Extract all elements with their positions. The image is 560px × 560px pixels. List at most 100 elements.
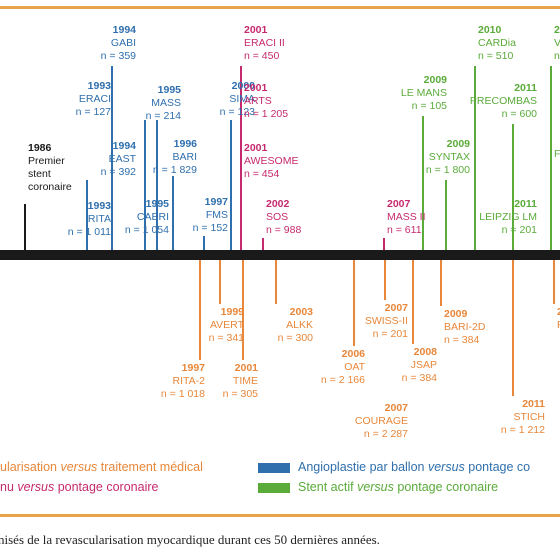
legend-item-stent-actif-vs-pontage: Stent actif versus pontage coronaire bbox=[258, 480, 498, 494]
event-tick-jsap bbox=[412, 260, 414, 344]
event-tick-sos bbox=[262, 238, 264, 250]
event-line: n = 1 205 bbox=[244, 108, 289, 120]
event-year: 2010 bbox=[478, 24, 502, 36]
event-line: n = 341 bbox=[208, 332, 244, 344]
legend-text: traitement médical bbox=[97, 460, 203, 474]
event-line: n = 2 166 bbox=[320, 374, 365, 386]
event-year: 2007 bbox=[387, 198, 411, 210]
event-year: 1997 bbox=[181, 362, 205, 374]
event-leipzig: 2011 LEIPZIG LM n = 201 bbox=[447, 198, 537, 237]
event-line: n = 123 bbox=[219, 106, 255, 118]
legend-text: versus bbox=[357, 480, 394, 494]
event-tick-swiss-ii bbox=[384, 260, 386, 300]
event-year: 1994 bbox=[112, 24, 136, 36]
event-tick-cardia bbox=[474, 66, 476, 250]
legend: ularisation versus traitement médical Ang… bbox=[0, 452, 560, 502]
event-cabri: 1995 CABRI n = 1 054 bbox=[79, 198, 169, 237]
event-year: 2007 bbox=[384, 302, 408, 314]
event-line: n = 1 829 bbox=[152, 164, 197, 176]
event-avert: 1999 AVERT n = 341 bbox=[154, 306, 244, 345]
event-line: n = bbox=[554, 50, 560, 62]
event-bari-2d: 2009 BARI-2D n = 384 bbox=[444, 308, 485, 347]
event-tick-rita bbox=[86, 180, 88, 250]
event-year: 2009 bbox=[446, 138, 470, 150]
event-fr-cut: FR bbox=[554, 148, 560, 161]
event-tick-bari bbox=[172, 176, 174, 250]
event-year: 1986 bbox=[28, 142, 52, 154]
event-trial-name: JSAP bbox=[410, 359, 437, 371]
event-year: 2001 bbox=[244, 24, 268, 36]
figure-caption: nisés de la revascularisation myocardiqu… bbox=[0, 532, 380, 547]
event-line: n = 1 800 bbox=[425, 164, 470, 176]
event-tick-time bbox=[242, 260, 244, 360]
event-year: 2003 bbox=[289, 306, 313, 318]
event-line: n = 611 bbox=[387, 224, 422, 236]
event-tick-cabri bbox=[144, 120, 146, 250]
event-fms: 1997 FMS n = 152 bbox=[138, 196, 228, 235]
event-line: stent bbox=[28, 168, 51, 180]
event-year: 2002 bbox=[266, 198, 290, 210]
event-line: n = 454 bbox=[244, 168, 280, 180]
event-line: n = 214 bbox=[145, 110, 181, 122]
legend-text: pontage coronaire bbox=[393, 480, 499, 494]
tick-extra bbox=[24, 204, 26, 250]
event-rita: 1993 RITA n = 1 011 bbox=[21, 200, 111, 239]
event-line: n = 359 bbox=[100, 50, 136, 62]
event-va-cut: 2010VAn = bbox=[554, 24, 560, 63]
event-swiss-ii: 2007 SWISS-II n = 201 bbox=[318, 302, 408, 341]
event-trial-name: FMS bbox=[205, 209, 228, 221]
event-year: 2 bbox=[557, 306, 560, 318]
event-year: 1994 bbox=[112, 140, 136, 152]
event-line: n = 1 054 bbox=[124, 224, 169, 236]
event-trial-name: SYNTAX bbox=[428, 151, 470, 163]
event-tick-bari-2d bbox=[440, 260, 442, 306]
legend-text: pontage coronaire bbox=[54, 480, 159, 494]
event-sima: 2000 SIMA n = 123 bbox=[165, 80, 255, 119]
event-tick-syntax bbox=[445, 180, 447, 250]
event-year: 1997 bbox=[204, 196, 228, 208]
event-line: n = 305 bbox=[222, 388, 258, 400]
event-trial-name: RITA bbox=[87, 213, 111, 225]
tick-extra bbox=[203, 236, 205, 250]
legend-item-revasc-vs-medical: ularisation versus traitement médical bbox=[0, 460, 203, 474]
top-rule bbox=[0, 6, 560, 9]
legend-text: Stent actif bbox=[298, 480, 358, 494]
event-line: n = 105 bbox=[411, 100, 447, 112]
event-alkk: 2003 ALKK n = 300 bbox=[223, 306, 313, 345]
event-year: 2006 bbox=[341, 348, 365, 360]
legend-item-stent-nu-vs-pontage: nu versus pontage coronaire bbox=[0, 480, 158, 494]
event-year: 1993 bbox=[87, 80, 111, 92]
event-eraci-ii: 2001 ERACI II n = 450 bbox=[244, 24, 285, 63]
event-line: coronaire bbox=[28, 181, 72, 193]
legend-swatch bbox=[258, 462, 290, 473]
event-year: 2011 bbox=[514, 82, 537, 94]
event-tick-stich bbox=[512, 260, 514, 396]
event-trial-name: ALKK bbox=[286, 319, 313, 331]
legend-item-angio-vs-pontage: Angioplastie par ballon versus pontage c… bbox=[258, 460, 530, 474]
event-year: 2001 bbox=[244, 82, 268, 94]
event-trial-name: OAT bbox=[344, 361, 365, 373]
event-year: 2009 bbox=[444, 308, 468, 320]
event-line: n = 2 287 bbox=[363, 428, 408, 440]
event-trial-name: STICH bbox=[513, 411, 546, 423]
event-line: n = 201 bbox=[501, 224, 537, 236]
event-trial-name: ARTS bbox=[244, 95, 272, 107]
event-awesome: 2001 AWESOME n = 454 bbox=[244, 142, 298, 181]
event-line: n = 1 212 bbox=[500, 424, 545, 436]
event-year: 1995 bbox=[157, 84, 181, 96]
event-year: 2011 bbox=[522, 398, 545, 410]
event-jsap: 2008 JSAP n = 384 bbox=[347, 346, 437, 385]
event-line: n = 510 bbox=[478, 50, 514, 62]
event-courage: 2007 COURAGE n = 2 287 bbox=[318, 402, 408, 441]
event-trial-name: FR bbox=[554, 148, 560, 160]
event-premier-stent: 1986 Premier stent coronaire bbox=[28, 142, 72, 194]
event-east: 1994 EAST n = 392 bbox=[46, 140, 136, 179]
event-mass-ii: 2007 MASS II n = 611 bbox=[387, 198, 426, 237]
event-trial-name: BARI-2D bbox=[444, 321, 486, 333]
event-line: n = 300 bbox=[277, 332, 313, 344]
event-precombas: 2011 PRECOMBAS n = 600 bbox=[447, 82, 537, 121]
event-time: 2001 TIME n = 305 bbox=[168, 362, 258, 401]
event-line: n = 450 bbox=[244, 50, 280, 62]
event-trial-name: BARI bbox=[172, 151, 197, 163]
bottom-rule bbox=[0, 514, 560, 517]
